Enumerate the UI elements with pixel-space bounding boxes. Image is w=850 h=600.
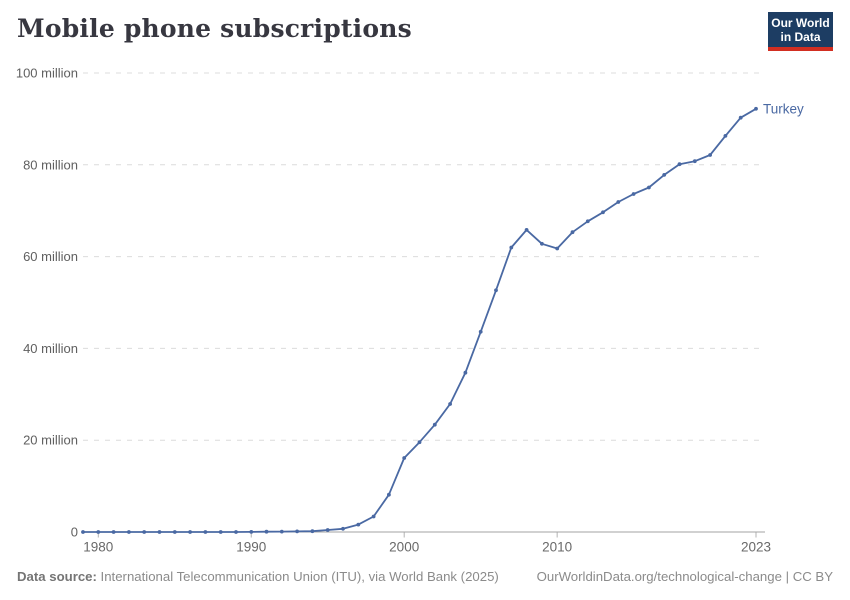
data-point[interactable] [371, 514, 376, 519]
attribution-link[interactable]: OurWorldinData.org/technological-change … [536, 569, 833, 585]
y-axis-tick-label: 40 million [23, 341, 78, 356]
data-point[interactable] [402, 456, 407, 460]
series-line-turkey[interactable] [82, 107, 757, 533]
data-point[interactable] [387, 492, 391, 497]
data-point[interactable] [570, 230, 575, 235]
data-point[interactable] [218, 530, 223, 534]
data-point[interactable] [279, 529, 284, 534]
owid-logo[interactable]: Our World in Data [768, 12, 833, 51]
data-point[interactable] [234, 530, 238, 534]
data-point[interactable] [249, 530, 254, 534]
data-source-note: Data source: International Telecommunica… [17, 569, 499, 585]
data-point[interactable] [81, 530, 85, 534]
data-point[interactable] [647, 185, 651, 190]
data-point[interactable] [555, 246, 560, 251]
data-point[interactable] [417, 440, 422, 445]
data-point[interactable] [677, 162, 682, 167]
data-point[interactable] [172, 530, 177, 534]
data-point[interactable] [631, 192, 636, 196]
data-point[interactable] [494, 288, 498, 293]
data-point[interactable] [157, 530, 162, 534]
y-axis-tick-label: 0 [71, 525, 78, 540]
data-point[interactable] [295, 529, 299, 534]
data-point[interactable] [432, 422, 437, 427]
data-point[interactable] [325, 528, 330, 532]
y-axis-tick-label: 20 million [23, 433, 78, 448]
data-point[interactable] [478, 329, 483, 334]
data-point[interactable] [524, 228, 529, 232]
data-point[interactable] [662, 173, 667, 177]
x-axis-tick-label: 2023 [741, 540, 771, 555]
chart-title: Mobile phone subscriptions [17, 14, 412, 43]
data-point[interactable] [341, 526, 345, 531]
entity-label-turkey[interactable]: Turkey [763, 101, 804, 116]
data-point[interactable] [601, 210, 605, 215]
data-point[interactable] [188, 530, 193, 534]
data-source-label: Data source: [17, 569, 97, 585]
data-point[interactable] [540, 241, 544, 246]
logo-line2: in Data [780, 29, 821, 44]
x-axis-tick-label: 1990 [236, 540, 266, 555]
y-axis-tick-label: 80 million [23, 157, 78, 172]
x-axis-tick-label: 2010 [542, 540, 572, 555]
data-point[interactable] [126, 530, 131, 534]
data-point[interactable] [111, 530, 116, 534]
data-point[interactable] [692, 159, 697, 164]
x-axis-tick-label: 2000 [389, 540, 419, 555]
data-point[interactable] [509, 245, 514, 250]
data-point[interactable] [708, 153, 712, 157]
data-point[interactable] [310, 529, 315, 534]
data-point[interactable] [754, 106, 758, 111]
data-point[interactable] [463, 370, 468, 375]
data-point[interactable] [616, 200, 621, 204]
y-axis-tick-label: 100 million [16, 66, 78, 81]
chart-footer: Data source: International Telecommunica… [17, 569, 833, 585]
data-point[interactable] [264, 529, 269, 534]
data-point[interactable] [142, 530, 147, 534]
x-axis-tick-label: 1980 [83, 540, 113, 555]
data-point[interactable] [723, 134, 728, 138]
y-axis-tick-label: 60 million [23, 249, 78, 264]
data-source-text: International Telecommunication Union (I… [96, 569, 499, 585]
data-point[interactable] [356, 522, 361, 527]
data-point[interactable] [585, 219, 590, 224]
data-point[interactable] [738, 115, 743, 120]
data-point[interactable] [96, 530, 101, 534]
data-point[interactable] [448, 402, 452, 406]
logo-line1: Our World [771, 15, 830, 30]
data-point[interactable] [203, 530, 208, 534]
